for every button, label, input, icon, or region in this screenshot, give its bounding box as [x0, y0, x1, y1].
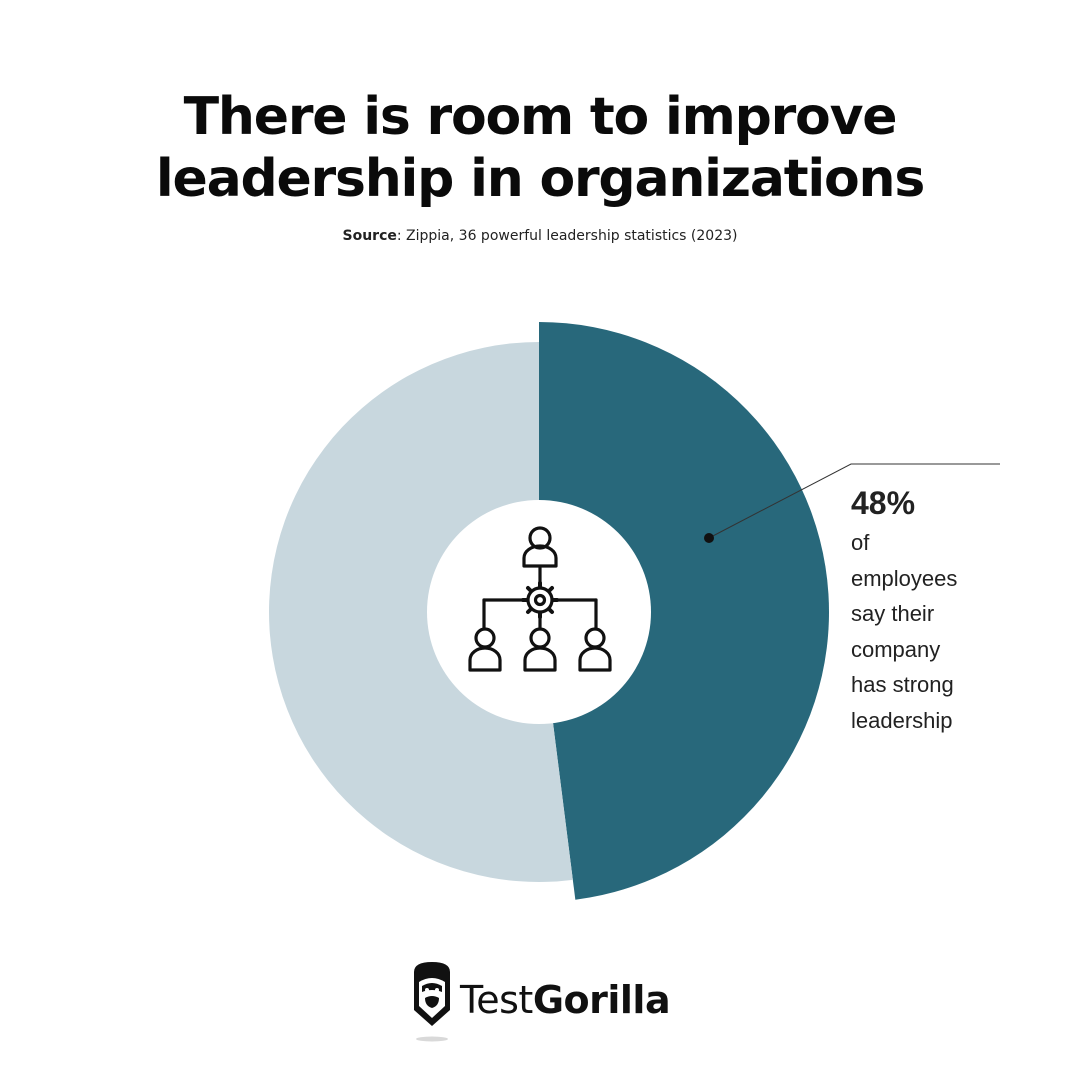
- callout-text: of employees say their company has stron…: [851, 530, 958, 733]
- callout-value: 48%: [851, 485, 916, 521]
- gorilla-icon: [414, 962, 450, 1042]
- callout: 48% of employees say their company has s…: [851, 483, 1051, 738]
- brand-name-light: Test: [460, 978, 533, 1022]
- brand-wordmark: TestGorilla: [460, 978, 671, 1022]
- title-line-1: There is room to improve: [183, 87, 898, 147]
- source-text: : Zippia, 36 powerful leadership statist…: [396, 228, 738, 244]
- title-line-2: leadership in organizations: [155, 149, 925, 209]
- source-label: Source: [342, 228, 397, 244]
- callout-dot: [704, 533, 714, 543]
- donut-slice-0: [539, 322, 830, 900]
- page-title: There is room to improve leadership in o…: [0, 86, 1080, 210]
- org-chart-icon: [468, 526, 612, 672]
- brand-logo: TestGorilla: [410, 960, 690, 1042]
- donut-slice-1: [269, 342, 573, 882]
- source-line: Source: Zippia, 36 powerful leadership s…: [0, 228, 1080, 244]
- callout-leader-line: [708, 463, 1000, 539]
- brand-name-bold: Gorilla: [532, 978, 671, 1022]
